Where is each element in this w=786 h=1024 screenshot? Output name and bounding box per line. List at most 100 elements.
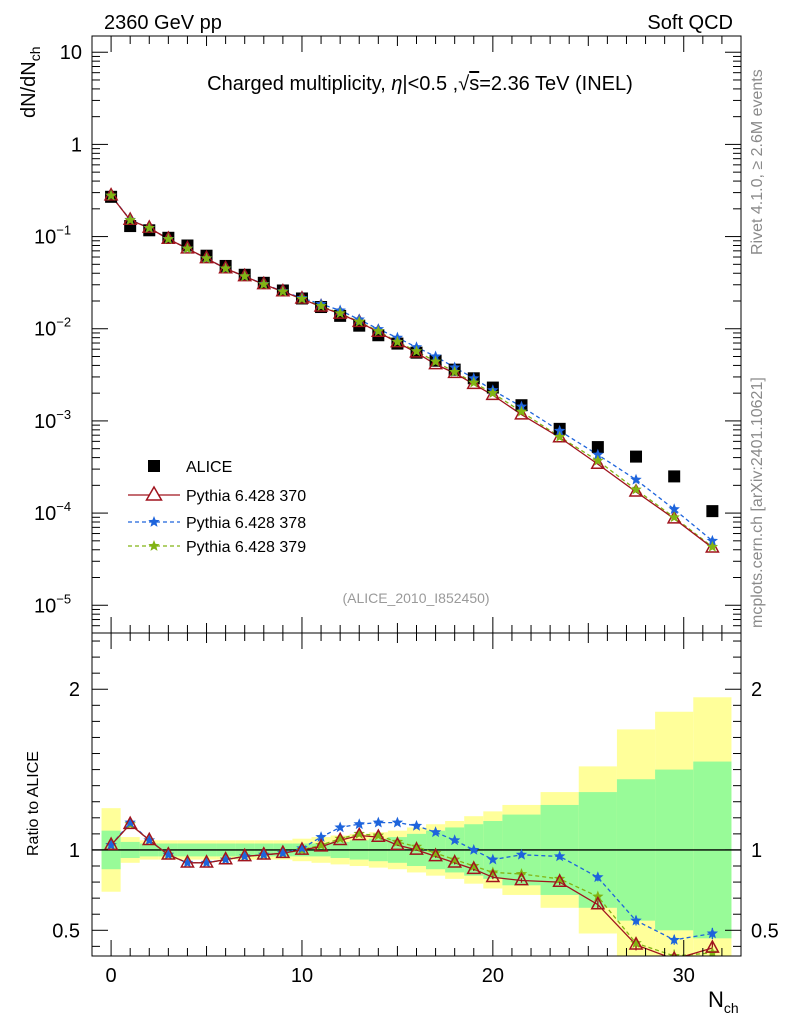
ratio-point-378 bbox=[258, 848, 270, 860]
ratio-xtick-label: 30 bbox=[673, 965, 695, 987]
main-point-379 bbox=[334, 307, 346, 319]
ratio-xtick-label: 0 bbox=[106, 965, 117, 987]
main-ylabel: dN/dNch bbox=[18, 47, 43, 119]
ratio-point-370 bbox=[103, 836, 119, 851]
ratio-point-378 bbox=[353, 818, 365, 830]
main-ytick-label: 10−2 bbox=[34, 315, 71, 341]
ratio-point-379 bbox=[429, 847, 442, 859]
ratio-point-370 bbox=[332, 831, 348, 846]
ratio-point-370 bbox=[237, 847, 253, 862]
main-ytick-exp: −3 bbox=[56, 407, 71, 422]
main-point-379 bbox=[372, 325, 385, 337]
ratio-point-379 bbox=[353, 827, 365, 839]
ratio-point-378 bbox=[143, 834, 155, 846]
ratio-point-370 bbox=[628, 936, 644, 950]
ratio-point-378 bbox=[553, 850, 566, 862]
main-ytick-exp: −4 bbox=[56, 499, 71, 514]
main-point-alice bbox=[706, 505, 719, 518]
main-point-379 bbox=[515, 405, 528, 417]
ratio-point-370 bbox=[514, 871, 529, 886]
title-mid: |<0.5 , bbox=[402, 73, 458, 95]
ratio-ylabel: Ratio to ALICE bbox=[25, 751, 42, 856]
main-ytick-exp: −1 bbox=[56, 223, 71, 238]
ratio-point-378 bbox=[487, 853, 499, 865]
ratio-xlabel-sub: ch bbox=[724, 1000, 739, 1016]
main-point-379 bbox=[410, 345, 423, 357]
ratio-point-370 bbox=[370, 828, 386, 843]
ratio-point-378 bbox=[372, 816, 385, 828]
ratio-point-378 bbox=[334, 821, 346, 833]
main-ytick-label: 1 bbox=[71, 134, 82, 156]
main-point-379 bbox=[353, 315, 365, 327]
ratio-ytick-label-right: 0.5 bbox=[751, 920, 779, 942]
ratio-point-378 bbox=[200, 856, 213, 868]
main-ylabel-text: dN/dN bbox=[18, 61, 40, 118]
ratio-ytick-label: 0.5 bbox=[52, 920, 80, 942]
ratio-point-378 bbox=[391, 816, 404, 828]
ratio-point-378 bbox=[239, 850, 251, 862]
ratio-point-370 bbox=[161, 846, 176, 860]
legend-alice-label: ALICE bbox=[186, 459, 232, 476]
ratio-point-370 bbox=[294, 841, 310, 855]
ratio-point-370 bbox=[313, 838, 329, 852]
ratio-point-370 bbox=[199, 854, 214, 868]
ratio-point-379 bbox=[334, 832, 346, 844]
main-point-370 bbox=[628, 483, 644, 497]
ratio-panel: 0.5 0.51 12 20 10 20 30 Ratio to ALICE Nch bbox=[25, 632, 779, 1016]
legend-378-label: Pythia 6.428 378 bbox=[186, 515, 306, 532]
main-point-378 bbox=[592, 448, 604, 460]
main-point-379 bbox=[277, 285, 289, 297]
main-point-alice bbox=[668, 470, 681, 483]
ratio-point-379 bbox=[372, 829, 385, 841]
ratio-point-378 bbox=[296, 842, 308, 854]
ratio-point-370 bbox=[485, 868, 501, 883]
title-pre: Charged multiplicity, bbox=[207, 73, 391, 95]
title-eta: η bbox=[391, 73, 402, 95]
ratio-point-378 bbox=[105, 839, 117, 850]
main-ytick-base: 10 bbox=[34, 503, 56, 525]
main-data-layer bbox=[103, 187, 720, 553]
ratio-point-370 bbox=[390, 836, 405, 851]
ratio-point-378 bbox=[124, 816, 136, 828]
main-point-370 bbox=[590, 455, 606, 470]
main-point-379 bbox=[487, 387, 499, 399]
ratio-point-379 bbox=[706, 946, 719, 956]
ratio-point-378 bbox=[448, 834, 461, 846]
ratio-point-378 bbox=[162, 848, 175, 860]
main-ytick-label: 10 bbox=[60, 42, 82, 64]
ratio-point-378 bbox=[592, 871, 604, 883]
ratio-xtick-label: 10 bbox=[291, 965, 313, 987]
ratio-point-379 bbox=[448, 853, 461, 865]
analysis-watermark: (ALICE_2010_I852450) bbox=[342, 590, 489, 606]
main-point-370 bbox=[428, 355, 443, 370]
legend: ALICE Pythia 6.428 370 Pythia 6.428 378 … bbox=[128, 459, 306, 556]
main-point-378 bbox=[553, 424, 566, 436]
ratio-point-379 bbox=[410, 840, 423, 852]
main-point-379 bbox=[200, 252, 213, 264]
main-ytick-base: 10 bbox=[34, 227, 56, 249]
ratio-point-370 bbox=[552, 873, 568, 888]
ratio-point-379 bbox=[468, 860, 480, 871]
mcplots-label: mcplots.cern.ch [arXiv:2401.10621] bbox=[749, 377, 766, 628]
legend-379-marker bbox=[148, 540, 160, 551]
ratio-point-378 bbox=[468, 843, 480, 855]
title-sqrt: √ bbox=[458, 73, 469, 95]
main-point-379 bbox=[630, 483, 642, 495]
main-point-379 bbox=[592, 454, 604, 466]
ratio-point-370 bbox=[122, 815, 138, 830]
ratio-point-378 bbox=[429, 826, 442, 838]
main-ytick-label: 10−4 bbox=[34, 499, 71, 525]
main-point-379 bbox=[181, 242, 194, 254]
ratio-point-379 bbox=[553, 872, 566, 884]
main-point-379 bbox=[105, 189, 117, 201]
main-point-alice bbox=[591, 441, 604, 454]
main-ytick-exp: −2 bbox=[56, 315, 71, 330]
main-ytick-base: 10 bbox=[34, 411, 56, 433]
ratio-xtick-label: 20 bbox=[482, 965, 504, 987]
main-point-379 bbox=[448, 365, 461, 377]
main-point-379 bbox=[143, 221, 155, 233]
main-ytick-label: 10−1 bbox=[34, 223, 71, 249]
main-point-379 bbox=[668, 511, 680, 523]
